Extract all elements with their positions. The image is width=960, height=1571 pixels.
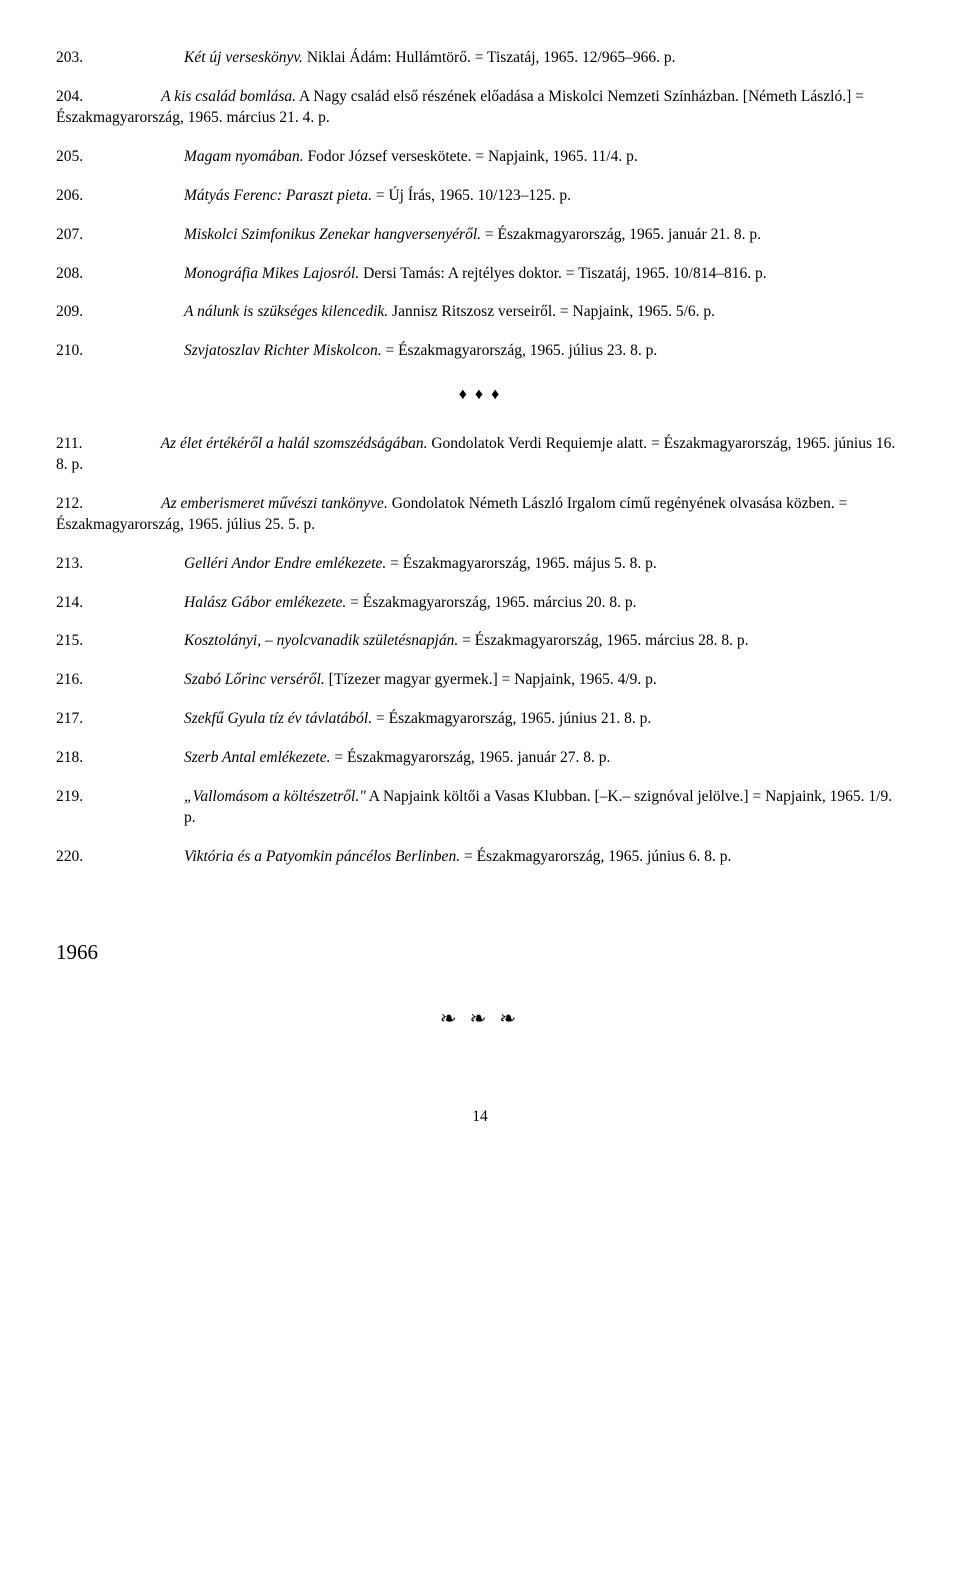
bibliography-entry: 217.Szekfű Gyula tíz év távlatából. = És…	[56, 709, 904, 730]
bibliography-entry: 214.Halász Gábor emlékezete. = Északmagy…	[56, 593, 904, 614]
entry-text: Halász Gábor emlékezete. = Északmagyaror…	[184, 593, 904, 614]
bibliography-entry: 206.Mátyás Ferenc: Paraszt pieta. = Új Í…	[56, 186, 904, 207]
entry-text: Gelléri Andor Endre emlékezete. = Északm…	[184, 554, 904, 575]
bibliography-entry: 219.„Vallomásom a költészetről." A Napja…	[56, 787, 904, 829]
entry-number: 218.	[56, 748, 184, 769]
entry-text: „Vallomásom a költészetről." A Napjaink …	[184, 787, 904, 829]
entry-number: 207.	[56, 225, 184, 246]
entry-text: Szabó Lőrinc verséről. [Tízezer magyar g…	[184, 670, 904, 691]
entry-text: Az élet értékéről a halál szomszédságába…	[56, 435, 895, 473]
bibliography-entry: 204.A kis család bomlása. A Nagy család …	[56, 87, 904, 129]
bibliography-entry: 212.Az emberismeret művészi tankönyve. G…	[56, 494, 904, 536]
entry-text: Az emberismeret művészi tankönyve. Gondo…	[56, 495, 847, 533]
bibliography-entry: 203.Két új verseskönyv. Niklai Ádám: Hul…	[56, 48, 904, 69]
entry-number: 212.	[56, 495, 83, 512]
entry-number: 219.	[56, 787, 184, 808]
bibliography-entry: 208.Monográfia Mikes Lajosról. Dersi Tam…	[56, 264, 904, 285]
entry-number: 208.	[56, 264, 184, 285]
page-number: 14	[56, 1107, 904, 1128]
entry-number: 210.	[56, 341, 184, 362]
entry-number: 214.	[56, 593, 184, 614]
entry-number: 206.	[56, 186, 184, 207]
entry-number: 203.	[56, 48, 184, 69]
entry-number: 205.	[56, 147, 184, 168]
entry-text: Mátyás Ferenc: Paraszt pieta. = Új Írás,…	[184, 186, 904, 207]
entry-number: 204.	[56, 88, 83, 105]
entry-text: Magam nyomában. Fodor József verseskötet…	[184, 147, 904, 168]
bibliography-entry: 209.A nálunk is szükséges kilencedik. Ja…	[56, 302, 904, 323]
bibliography-entry: 216.Szabó Lőrinc verséről. [Tízezer magy…	[56, 670, 904, 691]
entries-block-1: 203.Két új verseskönyv. Niklai Ádám: Hul…	[56, 48, 904, 69]
bibliography-entry: 205.Magam nyomában. Fodor József versesk…	[56, 147, 904, 168]
entry-number: 215.	[56, 631, 184, 652]
entry-number: 209.	[56, 302, 184, 323]
entry-text: Miskolci Szimfonikus Zenekar hangverseny…	[184, 225, 904, 246]
bibliography-entry: 211.Az élet értékéről a halál szomszédsá…	[56, 434, 904, 476]
bibliography-entry: 218.Szerb Antal emlékezete. = Északmagya…	[56, 748, 904, 769]
entries-block-2: 205.Magam nyomában. Fodor József versesk…	[56, 147, 904, 363]
entry-text: Szerb Antal emlékezete. = Északmagyarors…	[184, 748, 904, 769]
entries-block-3: 213.Gelléri Andor Endre emlékezete. = És…	[56, 554, 904, 868]
bibliography-entry: 213.Gelléri Andor Endre emlékezete. = És…	[56, 554, 904, 575]
entry-number: 211.	[56, 435, 83, 452]
entry-number: 216.	[56, 670, 184, 691]
bibliography-entry: 215.Kosztolányi, – nyolcvanadik születés…	[56, 631, 904, 652]
entry-number: 220.	[56, 847, 184, 868]
entry-text: Két új verseskönyv. Niklai Ádám: Hullámt…	[184, 48, 904, 69]
entry-text: A kis család bomlása. A Nagy család első…	[56, 88, 864, 126]
entry-text: Szekfű Gyula tíz év távlatából. = Északm…	[184, 709, 904, 730]
entry-text: Monográfia Mikes Lajosról. Dersi Tamás: …	[184, 264, 904, 285]
year-heading: 1966	[56, 938, 904, 966]
entry-text: Viktória és a Patyomkin páncélos Berlinb…	[184, 847, 904, 868]
entry-text: Kosztolányi, – nyolcvanadik születésnapj…	[184, 631, 904, 652]
section-divider: ♦ ♦ ♦	[56, 384, 904, 406]
entry-text: A nálunk is szükséges kilencedik. Jannis…	[184, 302, 904, 323]
entry-number: 217.	[56, 709, 184, 730]
ornament-divider: ❧ ❧ ❧	[56, 1006, 904, 1033]
bibliography-entry: 207.Miskolci Szimfonikus Zenekar hangver…	[56, 225, 904, 246]
bibliography-entry: 210.Szvjatoszlav Richter Miskolcon. = És…	[56, 341, 904, 362]
bibliography-entry: 220.Viktória és a Patyomkin páncélos Ber…	[56, 847, 904, 868]
entry-text: Szvjatoszlav Richter Miskolcon. = Északm…	[184, 341, 904, 362]
entry-number: 213.	[56, 554, 184, 575]
